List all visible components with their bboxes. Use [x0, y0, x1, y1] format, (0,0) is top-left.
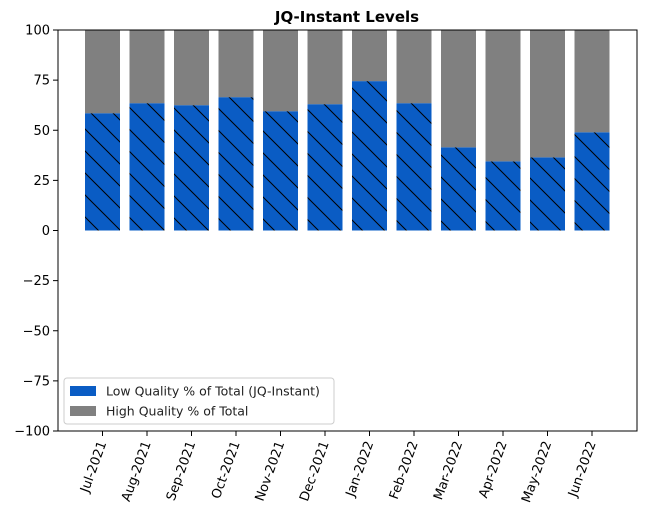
x-tick-label-mar-2022: Mar-2022: [431, 439, 466, 502]
x-axis: Jul-2021 Aug-2021 Sep-2021 Oct-2021 Nov-2021…: [78, 431, 600, 505]
legend-swatch-low-quality: [70, 386, 96, 396]
x-tick-label-sep-2021: Sep-2021: [164, 439, 199, 503]
bar-high-quality-jan-2022: [352, 30, 387, 82]
bar-high-quality-apr-2022: [485, 30, 521, 162]
y-tick-label: 100: [25, 24, 50, 39]
x-tick-label-jul-2021: Jul-2021: [78, 439, 111, 495]
y-tick-label: −100: [14, 425, 50, 440]
x-tick-label-dec-2021: Dec-2021: [297, 439, 333, 503]
y-tick-label: 25: [33, 174, 50, 189]
y-tick-label: −75: [23, 374, 50, 389]
bar-high-quality-nov-2021: [263, 30, 298, 112]
y-tick-label: −50: [23, 324, 50, 339]
bar-low-quality-hatch-dec-2021: [307, 104, 343, 231]
bar-low-quality-hatch-sep-2021: [174, 105, 209, 231]
x-tick-label-feb-2022: Feb-2022: [387, 439, 422, 501]
x-tick-label-nov-2021: Nov-2021: [253, 439, 289, 503]
chart-title: JQ-Instant Levels: [274, 8, 419, 26]
bar-high-quality-jun-2022: [574, 30, 610, 133]
bar-low-quality-hatch-jun-2022: [574, 132, 610, 231]
y-tick-label: 50: [33, 124, 50, 139]
legend: Low Quality % of Total (JQ-Instant) High…: [63, 377, 335, 425]
y-axis: 100 75 50 25 0 −25 −50 −75 −100: [14, 24, 58, 440]
bar-low-quality-hatch-aug-2021: [129, 103, 165, 231]
legend-label-low-quality: Low Quality % of Total (JQ-Instant): [106, 384, 320, 399]
legend-label-high-quality: High Quality % of Total: [106, 404, 248, 419]
bar-high-quality-oct-2021: [218, 30, 254, 98]
bar-high-quality-sep-2021: [174, 30, 209, 106]
bar-low-quality-hatch-mar-2022: [441, 147, 476, 231]
high-quality-bars: [85, 30, 610, 162]
bar-low-quality-hatch-jan-2022: [352, 81, 387, 231]
y-tick-label: 0: [42, 224, 50, 239]
bar-low-quality-hatch-apr-2022: [485, 161, 521, 231]
y-tick-label: −25: [23, 274, 50, 289]
legend-box: [63, 377, 335, 425]
legend-swatch-high-quality: [70, 406, 96, 416]
bar-high-quality-mar-2022: [441, 30, 476, 148]
bar-high-quality-dec-2021: [307, 30, 343, 105]
x-tick-label-jun-2022: Jun-2022: [565, 439, 599, 500]
x-tick-label-oct-2021: Oct-2021: [209, 439, 244, 501]
x-tick-label-jan-2022: Jan-2022: [343, 439, 377, 499]
low-quality-bars: [85, 81, 610, 231]
bar-high-quality-may-2022: [530, 30, 565, 158]
bar-low-quality-hatch-may-2022: [530, 157, 565, 231]
x-tick-label-aug-2021: Aug-2021: [119, 439, 155, 503]
bar-low-quality-hatch-nov-2021: [263, 111, 298, 231]
x-tick-label-may-2022: May-2022: [519, 439, 555, 505]
bar-high-quality-aug-2021: [129, 30, 165, 104]
x-tick-label-apr-2022: Apr-2022: [476, 439, 510, 500]
bar-low-quality-hatch-jul-2021: [85, 113, 120, 231]
y-tick-label: 75: [33, 74, 50, 89]
bar-low-quality-hatch-oct-2021: [218, 97, 254, 231]
bar-high-quality-feb-2022: [396, 30, 432, 104]
bar-high-quality-jul-2021: [85, 30, 120, 114]
bar-low-quality-hatch-feb-2022: [396, 103, 432, 231]
